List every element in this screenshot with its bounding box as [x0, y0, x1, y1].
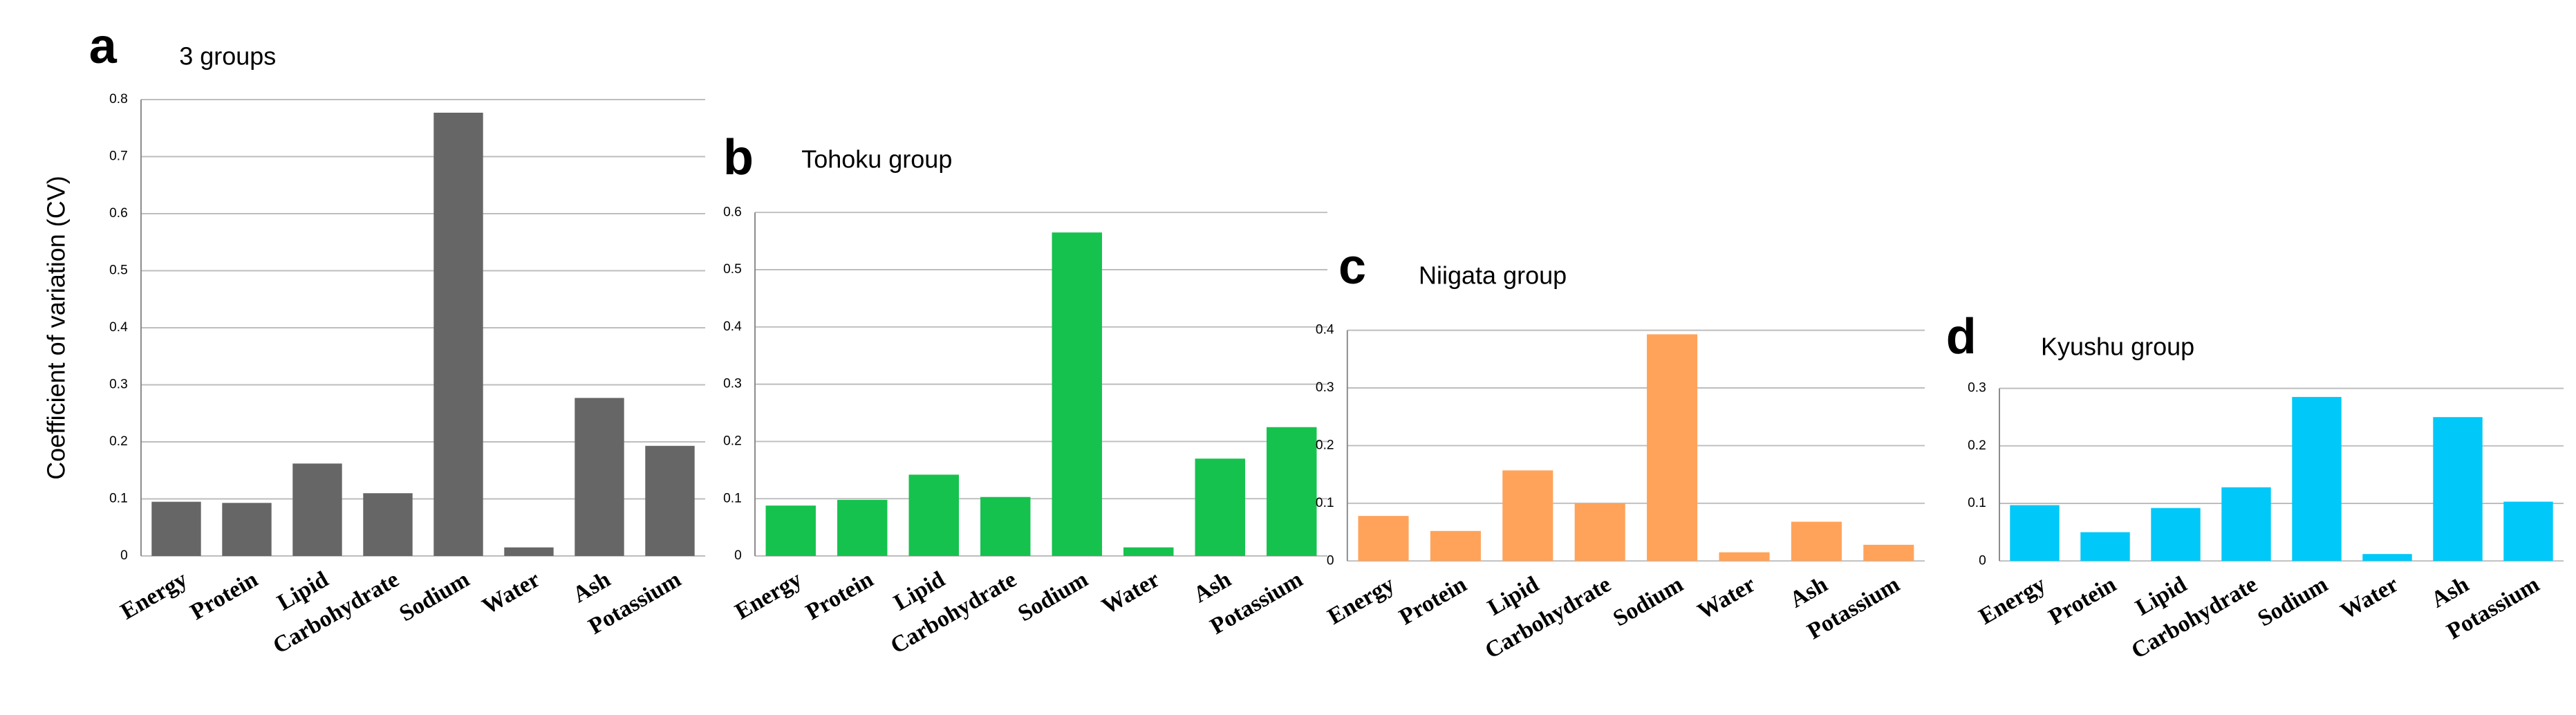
x-tick-label: Protein [801, 566, 877, 625]
y-tick-label: 0.4 [1316, 323, 1334, 337]
bar [2292, 397, 2342, 561]
bar [222, 503, 272, 557]
bar [980, 496, 1031, 557]
bar [363, 493, 413, 557]
y-tick-label: 0 [1979, 553, 1986, 568]
chart-title: 3 groups [179, 42, 276, 71]
y-tick-label: 0.2 [1316, 438, 1334, 452]
x-tick-label: Ash [1189, 566, 1235, 608]
x-tick-label: Sodium [1014, 566, 1092, 626]
bar [765, 505, 816, 557]
y-tick-label: 0.5 [109, 263, 128, 278]
bar [2080, 532, 2130, 561]
x-tick-label: Ash [568, 566, 615, 608]
y-tick-label: 0 [734, 548, 742, 563]
bar [2221, 487, 2271, 561]
y-tick-label: 0.2 [723, 434, 742, 448]
y-tick-label: 0.4 [109, 320, 128, 335]
bar [645, 445, 695, 557]
y-tick-label: 0.3 [1968, 381, 1986, 396]
y-tick-label: 0.8 [109, 92, 128, 106]
y-tick-label: 0.1 [723, 491, 742, 505]
bar [2151, 508, 2201, 561]
bar [1647, 334, 1698, 561]
panel-label: d [1946, 309, 1977, 364]
y-tick-label: 0.2 [1968, 438, 1986, 453]
bar [2362, 554, 2412, 561]
chart-title: Niigata group [1419, 261, 1567, 289]
x-tick-label: Sodium [395, 566, 474, 626]
y-tick-label: 0.6 [109, 206, 128, 221]
bar [1195, 458, 1245, 557]
bar [1719, 552, 1770, 561]
y-tick-label: 0.3 [109, 378, 128, 392]
x-tick-label: Protein [186, 566, 262, 625]
y-tick-label: 0.6 [723, 205, 742, 219]
x-tick-label: Sodium [1609, 571, 1688, 631]
x-tick-label: Ash [2427, 571, 2473, 613]
x-tick-label: Water [1097, 566, 1164, 620]
y-tick-label: 0.4 [723, 319, 742, 334]
panel-label: a [89, 19, 118, 74]
bar [2503, 501, 2553, 561]
y-tick-label: 0 [120, 548, 128, 563]
y-tick-label: 0.3 [1316, 380, 1334, 395]
y-axis-label: Coefficient of variation (CV) [42, 176, 71, 480]
x-tick-label: Energy [1975, 571, 2050, 629]
x-tick-label: Energy [1323, 571, 1399, 629]
y-tick-label: 0.1 [1316, 496, 1334, 510]
bar [1502, 470, 1553, 561]
panel-label: b [723, 130, 754, 185]
bar [1863, 544, 1914, 561]
bar [151, 501, 201, 557]
bar [1358, 516, 1409, 561]
x-tick-label: Energy [116, 566, 192, 624]
y-tick-label: 0.7 [109, 149, 128, 164]
y-tick-label: 0.5 [723, 262, 742, 277]
x-tick-label: Energy [731, 566, 806, 624]
bar [575, 398, 624, 557]
y-tick-label: 0.1 [109, 492, 128, 506]
bar [433, 112, 483, 557]
bar [292, 463, 342, 557]
bar [1052, 232, 1102, 557]
chart-title: Kyushu group [2041, 333, 2194, 361]
panel-label: c [1338, 239, 1366, 295]
y-tick-label: 0.2 [109, 434, 128, 449]
bar [908, 474, 959, 557]
x-tick-label: Protein [2044, 571, 2120, 630]
bar [504, 547, 554, 557]
bar [1430, 530, 1481, 561]
y-tick-label: 0.1 [1968, 496, 1986, 510]
x-tick-label: Protein [1395, 571, 1471, 630]
bar [1574, 503, 1625, 561]
bar [2433, 417, 2483, 561]
bar [2010, 505, 2060, 561]
x-tick-label: Water [2336, 571, 2402, 624]
bar [1123, 547, 1174, 557]
y-tick-label: 0.3 [723, 377, 742, 391]
y-tick-label: 0 [1327, 553, 1334, 568]
x-tick-label: Ash [1786, 571, 1832, 613]
x-tick-label: Water [478, 566, 544, 620]
chart-title: Tohoku group [801, 145, 952, 173]
bar [1791, 521, 1842, 561]
bar [1267, 427, 1317, 557]
x-tick-label: Water [1693, 571, 1760, 624]
bar [837, 499, 888, 557]
x-tick-label: Sodium [2253, 571, 2332, 631]
